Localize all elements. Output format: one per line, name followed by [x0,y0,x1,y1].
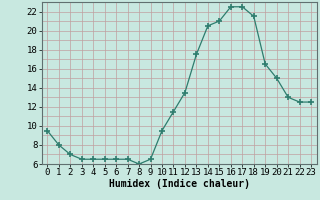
X-axis label: Humidex (Indice chaleur): Humidex (Indice chaleur) [109,179,250,189]
